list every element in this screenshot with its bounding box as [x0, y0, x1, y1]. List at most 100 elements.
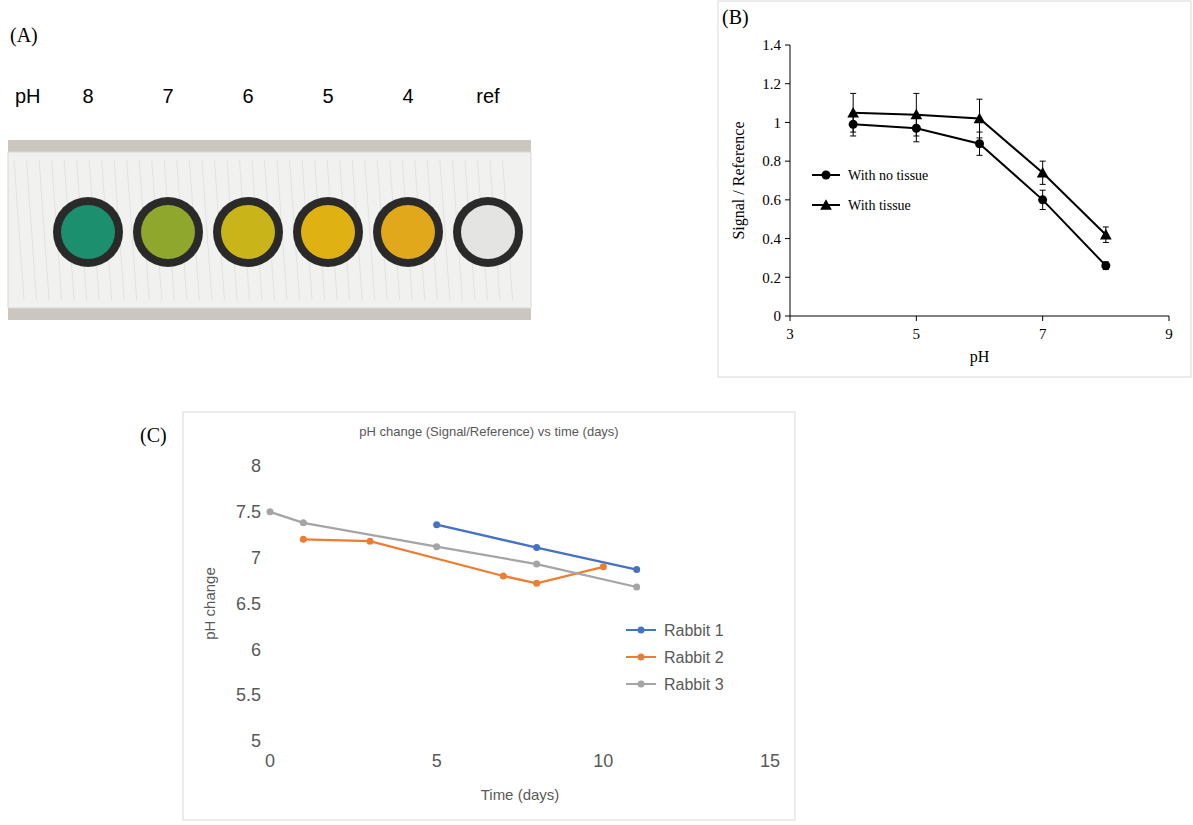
data-point	[267, 508, 274, 515]
panel-label: (C)	[140, 424, 167, 447]
error-bar-cap	[1040, 190, 1046, 191]
x-tick	[1042, 316, 1043, 321]
y-axis-title: Signal / Reference	[730, 121, 748, 239]
data-point	[974, 113, 986, 124]
data-point	[533, 580, 540, 587]
data-point	[300, 536, 307, 543]
axis-label: pH	[15, 85, 41, 107]
strip-texture	[202, 160, 212, 300]
x-axis	[790, 316, 1169, 317]
category-label: 5	[322, 85, 333, 107]
well-ring	[133, 197, 203, 267]
panel-label: (A)	[10, 24, 38, 47]
well-color	[461, 205, 515, 259]
well-ring	[53, 197, 123, 267]
error-bar-cap	[1040, 209, 1046, 210]
y-tick-label: 8	[251, 456, 261, 476]
well-color	[61, 205, 115, 259]
y-tick	[785, 316, 790, 317]
well-ring	[453, 197, 523, 267]
well-color	[221, 205, 275, 259]
y-tick-label: 0.2	[762, 270, 781, 286]
panel-label: (B)	[722, 6, 749, 29]
legend-label: Rabbit 3	[664, 676, 724, 693]
x-tick-label: 0	[265, 751, 275, 771]
y-axis	[790, 45, 791, 316]
well-color	[141, 205, 195, 259]
legend-label: Rabbit 1	[664, 622, 724, 639]
chart-title: pH change (Signal/Reference) vs time (da…	[359, 424, 618, 439]
well-color	[381, 205, 435, 259]
well-ring	[213, 197, 283, 267]
data-point	[433, 521, 440, 528]
legend: Rabbit 1Rabbit 2Rabbit 3	[626, 622, 724, 693]
error-bar-cap	[850, 132, 856, 133]
error-bar-cap	[913, 141, 919, 142]
x-tick-label: 10	[593, 751, 613, 771]
strip-texture	[39, 160, 49, 300]
strip-texture	[14, 160, 24, 300]
plot-area	[267, 508, 641, 590]
error-bar-cap	[1103, 226, 1109, 227]
y-tick	[785, 122, 790, 123]
legend-label: With tissue	[848, 198, 911, 213]
y-tick-label: 0	[774, 308, 782, 324]
y-axis-title: pH change	[201, 567, 218, 640]
x-tick	[916, 316, 917, 321]
data-point	[367, 538, 374, 545]
y-tick-label: 6.5	[236, 594, 261, 614]
data-point	[910, 109, 922, 120]
data-point	[1037, 167, 1049, 178]
y-tick-label: 6	[251, 640, 261, 660]
error-bar-cap	[1040, 184, 1046, 185]
y-tick-label: 5	[251, 731, 261, 751]
error-bar-cap	[913, 135, 919, 136]
y-tick	[785, 238, 790, 239]
data-point	[1038, 195, 1047, 204]
error-bar-cap	[850, 93, 856, 94]
x-tick	[790, 316, 791, 321]
series-line	[303, 539, 603, 583]
error-bar-cap	[850, 135, 856, 136]
y-tick	[785, 277, 790, 278]
panel-2: (C) pH change (Signal/Reference) vs time …	[140, 412, 795, 820]
x-axis-title: Time (days)	[481, 786, 560, 803]
y-tick-label: 7	[251, 548, 261, 568]
plot-area	[847, 93, 1111, 270]
y-tick-label: 0.6	[762, 192, 781, 208]
legend-marker	[638, 681, 645, 688]
y-tick-label: 1.4	[762, 37, 781, 53]
y-tick	[785, 199, 790, 200]
data-point	[633, 566, 640, 573]
y-tick-label: 1.2	[762, 76, 781, 92]
data-point	[975, 139, 984, 148]
category-label: 4	[402, 85, 413, 107]
strip	[8, 152, 531, 308]
legend-label: With no tissue	[848, 168, 928, 183]
y-tick-label: 0.4	[762, 231, 781, 247]
category-label: ref	[476, 85, 500, 107]
data-point	[1100, 229, 1112, 240]
series-line	[437, 525, 637, 570]
panel-1: (B)00.20.40.60.811.21.43579pHSignal / Re…	[718, 1, 1191, 377]
error-bar-cap	[977, 137, 983, 138]
legend-marker	[638, 654, 645, 661]
legend-marker	[822, 171, 831, 180]
x-tick-label: 3	[786, 326, 794, 342]
panel-a: (A)pH87654ref	[8, 24, 531, 320]
x-tick-label: 7	[1039, 326, 1047, 342]
data-point	[433, 543, 440, 550]
data-point	[1101, 261, 1110, 270]
category-label: 6	[242, 85, 253, 107]
data-point	[600, 563, 607, 570]
legend: With no tissue With tissue	[812, 168, 928, 213]
x-tick	[1169, 316, 1170, 321]
error-bar-cap	[913, 93, 919, 94]
y-tick-label: 0.8	[762, 153, 781, 169]
panel-frame	[718, 1, 1191, 377]
well-ring	[293, 197, 363, 267]
data-point	[500, 573, 507, 580]
legend-marker	[638, 627, 645, 634]
strip-texture	[27, 160, 37, 300]
error-bar-cap	[1040, 161, 1046, 162]
